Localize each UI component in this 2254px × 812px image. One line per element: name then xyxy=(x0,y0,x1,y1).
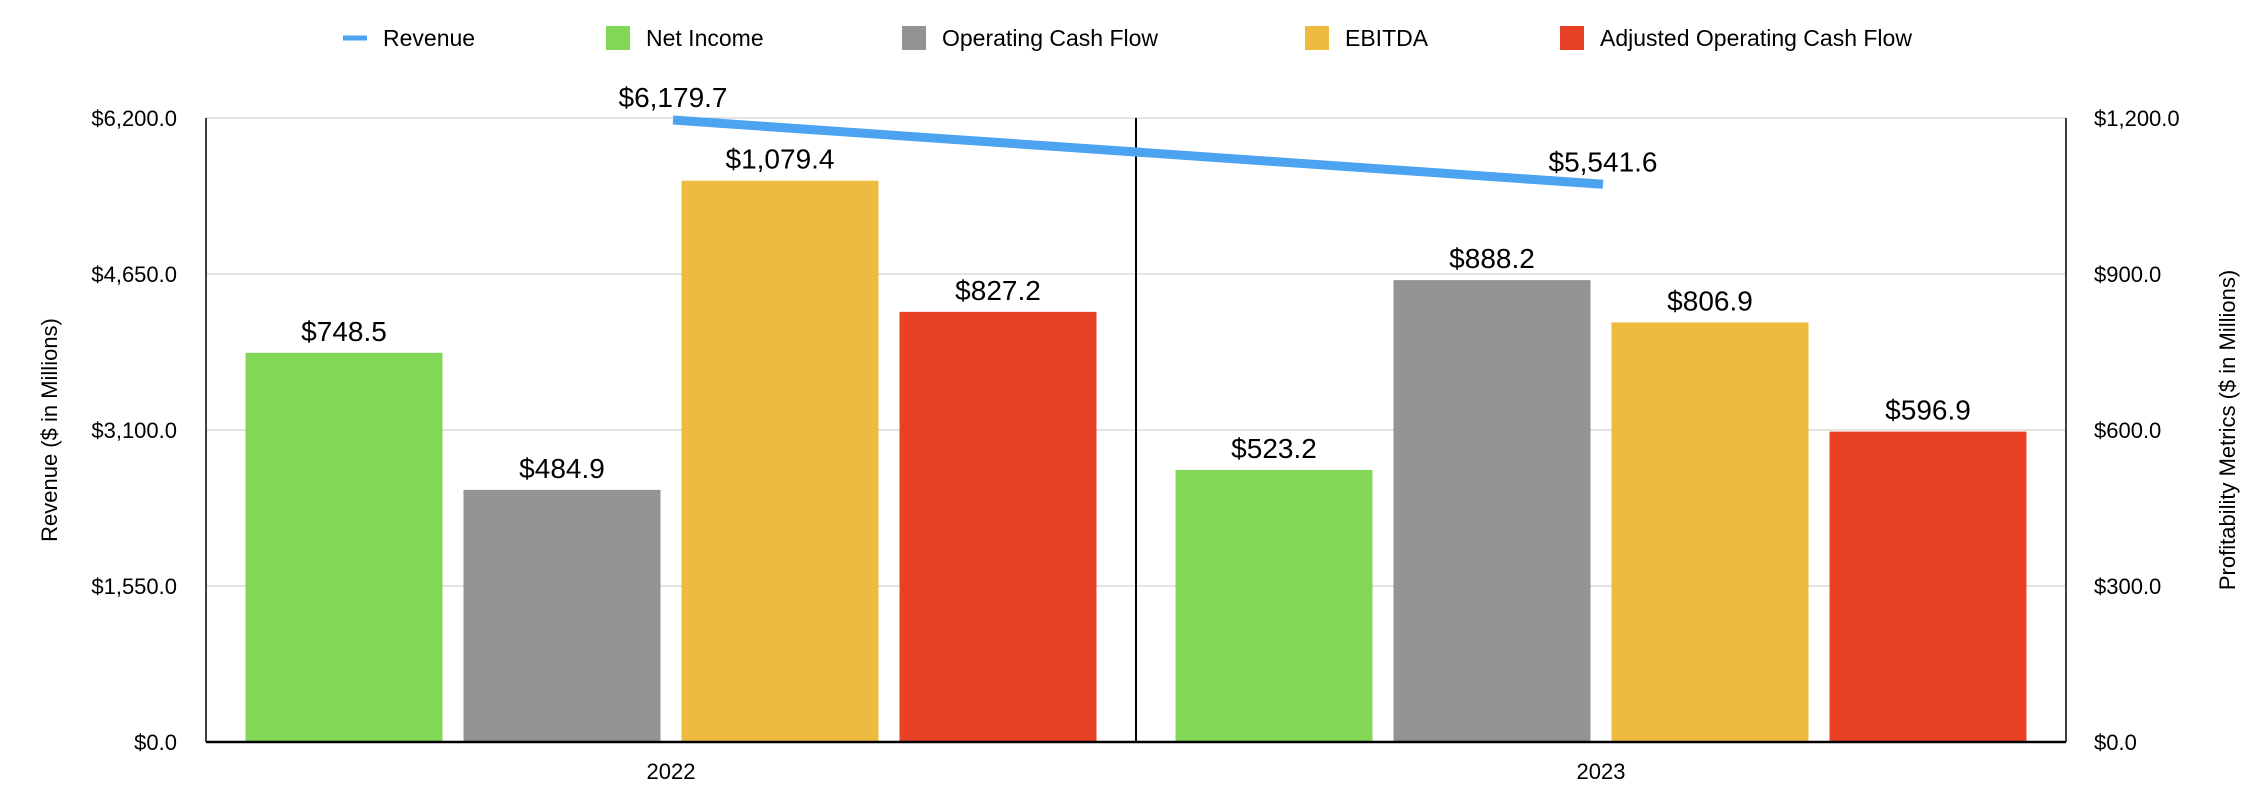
legend-swatch xyxy=(1305,26,1329,50)
legend-swatch xyxy=(606,26,630,50)
bar-value-label: $1,079.4 xyxy=(726,144,835,175)
legend: Revenue Net Income Operating Cash Flow EBIT… xyxy=(343,25,1912,51)
legend-swatch xyxy=(902,26,926,50)
bar-ebitda-2023 xyxy=(1611,322,1809,742)
bar-adjusted-operating-cash-flow-2022 xyxy=(899,311,1097,742)
legend-label: Adjusted Operating Cash Flow xyxy=(1600,25,1912,51)
bar-value-label: $484.9 xyxy=(519,453,605,484)
bar-value-label: $806.9 xyxy=(1667,285,1753,316)
legend-swatch xyxy=(1560,26,1584,50)
data-labels: $748.5 $484.9 $1,079.4 $827.2 $523.2 $888.2 $8… xyxy=(301,82,1971,484)
legend-item-operating-cash-flow: Operating Cash Flow xyxy=(902,25,1158,51)
bar-value-label: $523.2 xyxy=(1231,433,1317,464)
x-tick-label: 2023 xyxy=(1577,759,1626,784)
bar-adjusted-operating-cash-flow-2023 xyxy=(1829,431,2027,742)
bar-value-label: $827.2 xyxy=(955,275,1041,306)
bar-ebitda-2022 xyxy=(681,180,879,742)
bar-value-label: $596.9 xyxy=(1885,395,1971,426)
y-tick-label: $6,200.0 xyxy=(91,106,177,131)
bar-operating-cash-flow-2022 xyxy=(463,489,661,742)
revenue-line-group xyxy=(672,115,1604,189)
y2-tick-label: $0.0 xyxy=(2094,730,2137,755)
legend-label: Revenue xyxy=(383,25,475,51)
y2-tick-label: $600.0 xyxy=(2094,418,2161,443)
axes: $0.0 $0.0 $1,550.0 $300.0 $3,100.0 $600.0 $4,6… xyxy=(37,106,2240,784)
bar-value-label: $748.5 xyxy=(301,316,387,347)
revenue-point-label: $6,179.7 xyxy=(619,82,728,113)
bar-net-income-2022 xyxy=(245,352,443,742)
legend-item-net-income: Net Income xyxy=(606,25,764,51)
bar-value-label: $888.2 xyxy=(1449,243,1535,274)
bar-net-income-2023 xyxy=(1175,469,1373,742)
legend-item-revenue: Revenue xyxy=(343,25,475,51)
y-tick-label: $4,650.0 xyxy=(91,262,177,287)
y-tick-label: $0.0 xyxy=(134,730,177,755)
legend-label: Net Income xyxy=(646,25,764,51)
revenue-point-label: $5,541.6 xyxy=(1549,146,1658,177)
bars xyxy=(245,180,2027,742)
y2-tick-label: $300.0 xyxy=(2094,574,2161,599)
y2-axis-title: Profitability Metrics ($ in Millions) xyxy=(2215,270,2240,590)
legend-label: Operating Cash Flow xyxy=(942,25,1158,51)
legend-item-ebitda: EBITDA xyxy=(1305,25,1429,51)
revenue-line xyxy=(672,115,1604,189)
y-axis-title: Revenue ($ in Millions) xyxy=(37,318,62,542)
y-tick-label: $3,100.0 xyxy=(91,418,177,443)
legend-item-adjusted-operating-cash-flow: Adjusted Operating Cash Flow xyxy=(1560,25,1912,51)
y2-tick-label: $1,200.0 xyxy=(2094,106,2180,131)
bar-operating-cash-flow-2023 xyxy=(1393,280,1591,742)
legend-label: EBITDA xyxy=(1345,25,1429,51)
x-tick-label: 2022 xyxy=(647,759,696,784)
y-tick-label: $1,550.0 xyxy=(91,574,177,599)
y2-tick-label: $900.0 xyxy=(2094,262,2161,287)
